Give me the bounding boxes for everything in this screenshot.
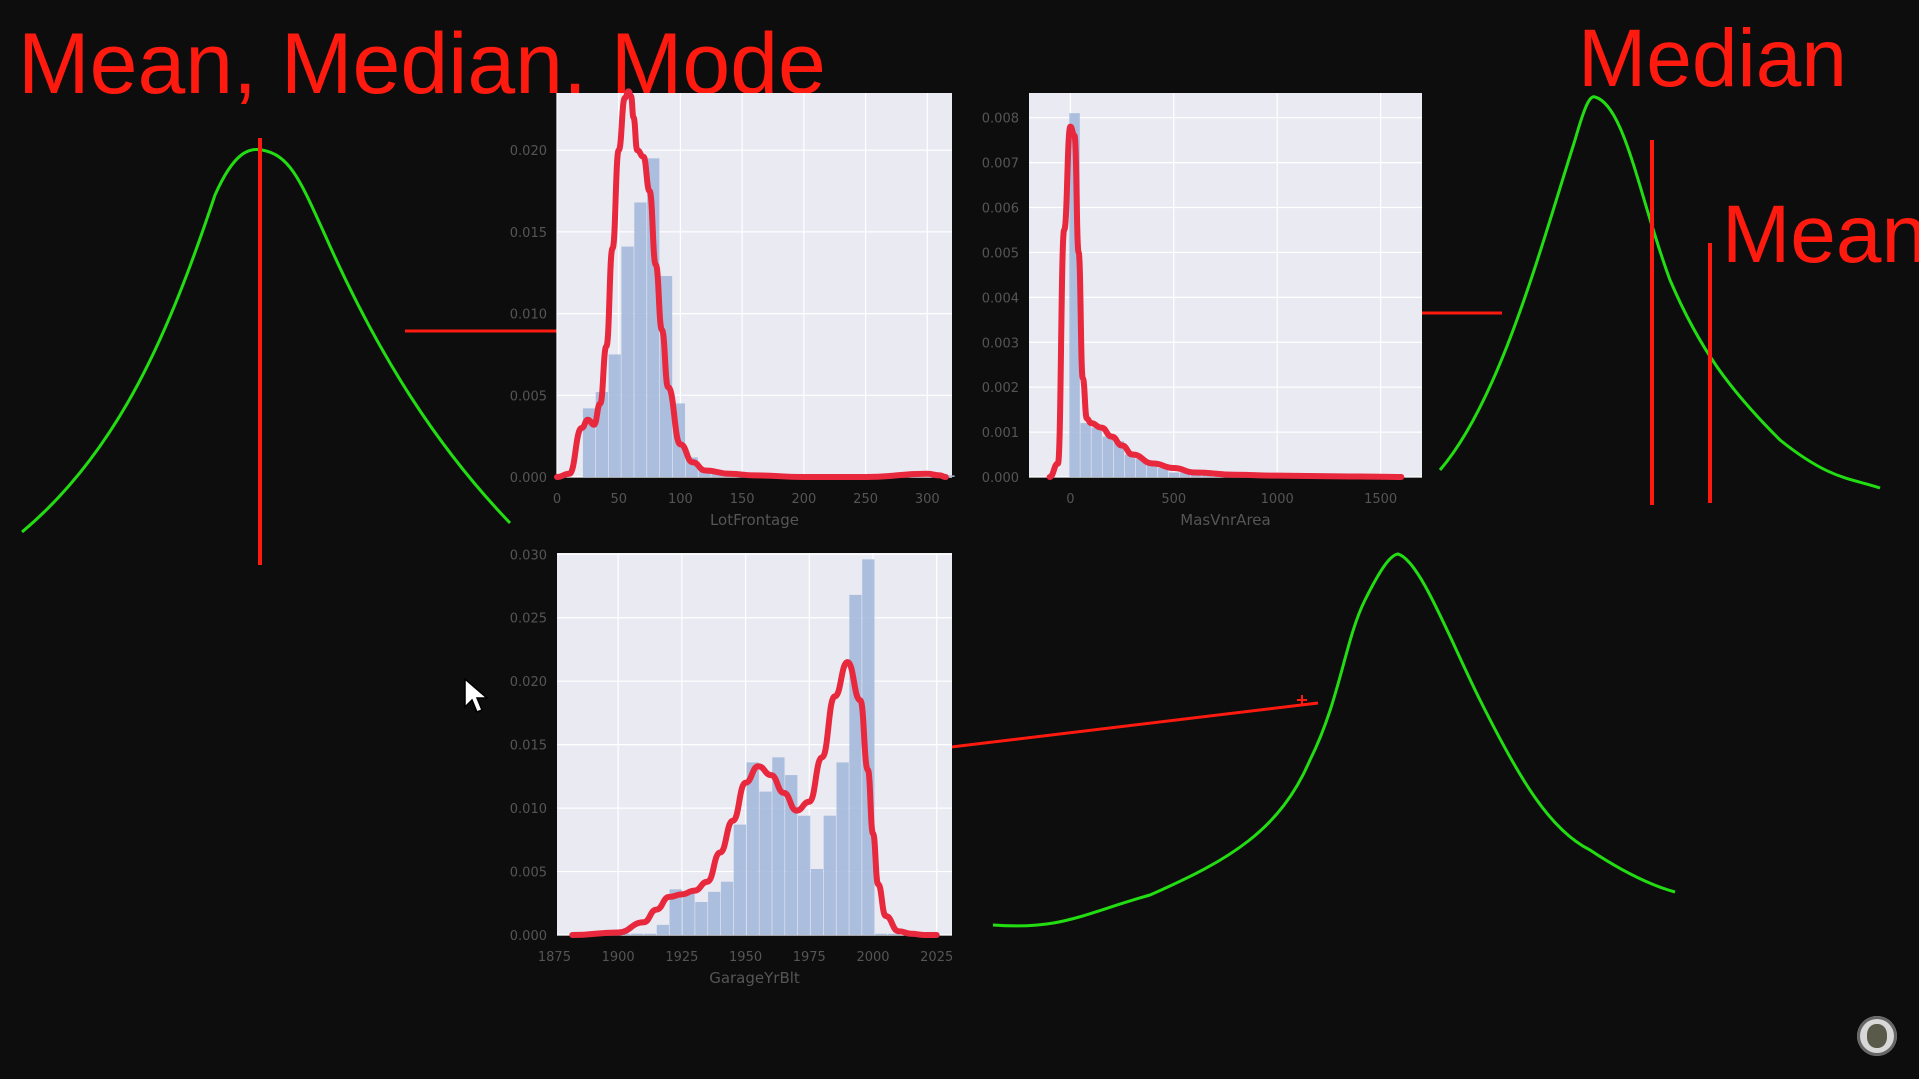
x-tick-label: 1925	[665, 950, 698, 965]
channel-logo-icon	[1857, 1016, 1897, 1056]
histogram-bar	[772, 757, 785, 935]
x-axis-label: GarageYrBlt	[709, 969, 800, 987]
y-tick-label: 0.007	[982, 157, 1019, 172]
x-tick-label: 2000	[856, 950, 889, 965]
garageyrblt-histogram: 1875 1900 1925 1950 1975 2000 2025 0.000 0.005 0.…	[510, 548, 953, 987]
y-tick-label: 0.005	[510, 389, 547, 404]
right-skewed-sketch	[1438, 95, 1881, 490]
y-tick-label: 0.005	[510, 866, 547, 881]
y-tick-label: 0.002	[982, 381, 1019, 396]
x-tick-label: 1000	[1261, 492, 1294, 507]
x-tick-label: 500	[1161, 492, 1186, 507]
x-tick-label: 1900	[602, 950, 635, 965]
histogram-bar	[836, 762, 849, 935]
x-tick-label: 1950	[729, 950, 762, 965]
y-tick-label: 0.005	[982, 246, 1019, 261]
x-tick-label: 1975	[793, 950, 826, 965]
arrow-to-garageyrblt	[901, 701, 1319, 753]
histogram-bar	[759, 791, 772, 935]
histogram-bar	[797, 815, 811, 935]
histogram-bar	[1168, 472, 1180, 477]
y-tick-label: 0.000	[510, 929, 547, 944]
histogram-bar	[1080, 423, 1091, 477]
masvnrarea-histogram: 0 500 1000 1500 0.000 0.001 0.002 0.003 0.004 0.0…	[982, 93, 1422, 529]
y-tick-label: 0.015	[510, 226, 547, 241]
x-tick-label: 300	[915, 492, 940, 507]
histogram-bar	[634, 202, 647, 478]
x-tick-label: 1875	[538, 950, 571, 965]
y-tick-label: 0.000	[510, 471, 547, 486]
histogram-bar	[1091, 427, 1102, 477]
histogram-bar	[733, 824, 746, 935]
kde-curve	[1046, 123, 1405, 480]
histogram-bar	[669, 889, 682, 935]
histogram-bar	[1179, 472, 1191, 477]
x-tick-label: 0	[1066, 492, 1074, 507]
x-axis-label: MasVnrArea	[1180, 511, 1270, 529]
histogram-bar	[695, 902, 708, 935]
median-annotation: Median	[1578, 13, 1847, 104]
histogram-bar	[887, 933, 901, 935]
histogram-bar	[875, 933, 888, 935]
x-tick-label: 50	[610, 492, 627, 507]
histogram-bar	[720, 881, 734, 935]
plot-area	[1029, 93, 1422, 477]
lotfrontage-histogram: 0 50 100 150 200 250 300 0.000 0.005 0.010 0.015 0.…	[510, 88, 955, 529]
left-skewed-sketch	[992, 552, 1676, 928]
x-tick-label: 200	[791, 492, 816, 507]
x-tick-label: 0	[553, 492, 561, 507]
histogram-bar	[1146, 463, 1158, 477]
histogram-bar	[823, 815, 836, 935]
histogram-bar	[608, 354, 621, 477]
kde-curve	[569, 659, 940, 938]
kde-curve	[554, 88, 949, 481]
histogram-bar	[785, 775, 798, 935]
x-tick-label: 150	[730, 492, 755, 507]
y-tick-label: 0.030	[510, 548, 547, 563]
histogram-bar	[1124, 454, 1136, 477]
histogram-bar	[746, 762, 759, 935]
x-tick-label: 1500	[1364, 492, 1397, 507]
x-tick-label: 250	[853, 492, 878, 507]
histogram-bar	[1113, 441, 1125, 477]
x-axis-label: LotFrontage	[710, 511, 799, 529]
x-tick-label: 2025	[920, 950, 953, 965]
y-tick-label: 0.000	[982, 471, 1019, 486]
y-tick-label: 0.020	[510, 144, 547, 159]
histogram-bar	[810, 869, 824, 935]
y-tick-label: 0.020	[510, 675, 547, 690]
mouse-pointer-icon	[463, 677, 493, 717]
mean-annotation: Mean	[1722, 189, 1919, 280]
histogram-bar	[682, 891, 695, 935]
histogram-bar	[708, 891, 721, 935]
y-tick-label: 0.003	[982, 336, 1019, 351]
histogram-bar	[621, 246, 634, 477]
histogram-bar	[1135, 459, 1147, 477]
histogram-bar	[631, 933, 644, 935]
histogram-bar	[849, 594, 862, 935]
histogram-bar	[1102, 436, 1113, 477]
normal-distribution-sketch	[21, 148, 512, 534]
histogram-bar	[643, 933, 657, 935]
histogram-bar	[862, 559, 875, 935]
y-tick-label: 0.006	[982, 202, 1019, 217]
y-tick-label: 0.015	[510, 739, 547, 754]
histogram-bar	[656, 924, 669, 935]
y-tick-label: 0.004	[982, 291, 1019, 306]
y-tick-label: 0.001	[982, 426, 1019, 441]
histogram-bar	[1069, 113, 1080, 478]
y-tick-label: 0.010	[510, 308, 547, 323]
y-tick-label: 0.025	[510, 612, 547, 627]
y-tick-label: 0.008	[982, 112, 1019, 127]
y-tick-label: 0.010	[510, 802, 547, 817]
x-tick-label: 100	[668, 492, 693, 507]
histogram-bar	[1157, 468, 1169, 477]
